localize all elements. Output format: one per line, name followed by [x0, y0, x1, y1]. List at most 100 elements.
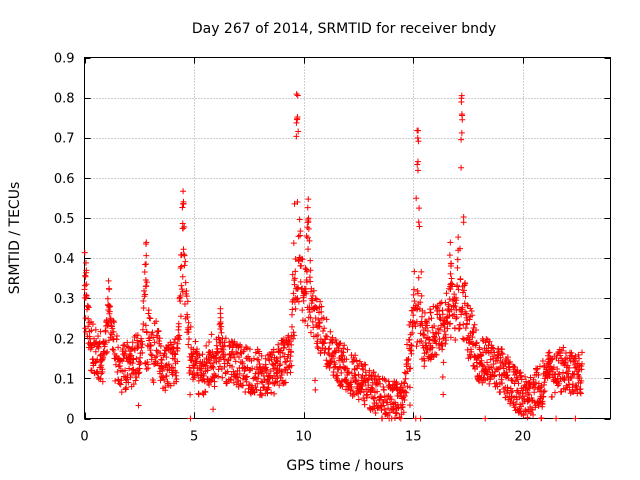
data-point — [374, 388, 381, 395]
data-point — [328, 358, 335, 365]
data-point — [192, 338, 199, 345]
data-point — [144, 358, 151, 365]
data-point — [183, 288, 190, 295]
data-point — [257, 391, 264, 398]
data-point — [437, 314, 444, 321]
data-point — [136, 365, 143, 372]
data-point — [505, 375, 512, 382]
data-point — [511, 404, 518, 411]
data-point — [318, 303, 325, 310]
data-point — [524, 414, 531, 421]
data-point — [235, 343, 242, 350]
data-point — [415, 127, 422, 134]
data-point — [414, 167, 421, 174]
data-point — [151, 361, 158, 368]
data-point — [491, 372, 498, 379]
data-point — [403, 389, 410, 396]
data-point — [202, 389, 209, 396]
data-point — [293, 119, 300, 126]
data-point — [218, 323, 225, 330]
data-point — [323, 357, 330, 364]
data-point — [175, 323, 182, 330]
data-point — [118, 377, 125, 384]
data-point — [546, 373, 553, 380]
data-point — [274, 378, 281, 385]
data-point — [196, 352, 203, 359]
data-point — [364, 377, 371, 384]
data-point — [311, 377, 318, 384]
data-point — [97, 328, 104, 335]
data-point — [443, 290, 450, 297]
data-point — [187, 391, 194, 398]
data-point — [172, 351, 179, 358]
data-point — [416, 205, 423, 212]
data-point — [545, 349, 552, 356]
data-point — [578, 377, 585, 384]
y-tick-label: 0.2 — [54, 332, 75, 347]
data-point — [341, 342, 348, 349]
data-point — [210, 406, 217, 413]
data-point — [145, 365, 152, 372]
data-point — [227, 377, 234, 384]
data-point — [255, 357, 262, 364]
data-point — [447, 281, 454, 288]
data-point — [349, 388, 356, 395]
data-point — [508, 376, 515, 383]
data-point — [406, 336, 413, 343]
data-point — [162, 362, 169, 369]
data-point — [336, 340, 343, 347]
data-point — [535, 380, 542, 387]
data-point — [482, 367, 489, 374]
data-point — [268, 389, 275, 396]
data-point — [216, 336, 223, 343]
data-point — [143, 239, 150, 246]
data-point — [414, 161, 421, 168]
data-point — [426, 336, 433, 343]
data-point — [558, 347, 565, 354]
data-point — [446, 252, 453, 259]
data-point — [109, 325, 116, 332]
data-point — [532, 379, 539, 386]
data-point — [467, 305, 474, 312]
data-point — [474, 363, 481, 370]
data-point — [576, 355, 583, 362]
data-point — [329, 338, 336, 345]
data-point — [286, 338, 293, 345]
data-point — [399, 403, 406, 410]
data-point — [153, 347, 160, 354]
data-point — [469, 334, 476, 341]
data-point — [409, 329, 416, 336]
data-point — [83, 269, 90, 276]
data-point — [431, 334, 438, 341]
data-point — [177, 313, 184, 320]
data-point — [402, 388, 409, 395]
data-point — [383, 410, 390, 417]
data-point — [388, 396, 395, 403]
data-point — [406, 322, 413, 329]
data-point — [291, 332, 298, 339]
data-point — [458, 92, 465, 99]
data-point — [407, 365, 414, 372]
data-point — [142, 261, 149, 268]
data-point — [290, 335, 297, 342]
data-point — [406, 402, 413, 409]
data-point — [296, 216, 303, 223]
data-point — [447, 239, 454, 246]
data-point — [412, 323, 419, 330]
data-point — [279, 369, 286, 376]
data-point — [480, 376, 487, 383]
x-axis-label: GPS time / hours — [286, 458, 403, 474]
data-point — [436, 326, 443, 333]
y-tick-label: 0 — [66, 413, 74, 428]
data-point — [347, 387, 354, 394]
data-point — [421, 357, 428, 364]
data-point — [549, 393, 556, 400]
data-point — [457, 276, 464, 283]
data-point — [372, 409, 379, 416]
data-point — [246, 346, 253, 353]
data-point — [143, 329, 150, 336]
data-point — [213, 342, 220, 349]
data-point — [182, 279, 189, 286]
data-point — [458, 136, 465, 143]
data-point — [293, 91, 300, 98]
